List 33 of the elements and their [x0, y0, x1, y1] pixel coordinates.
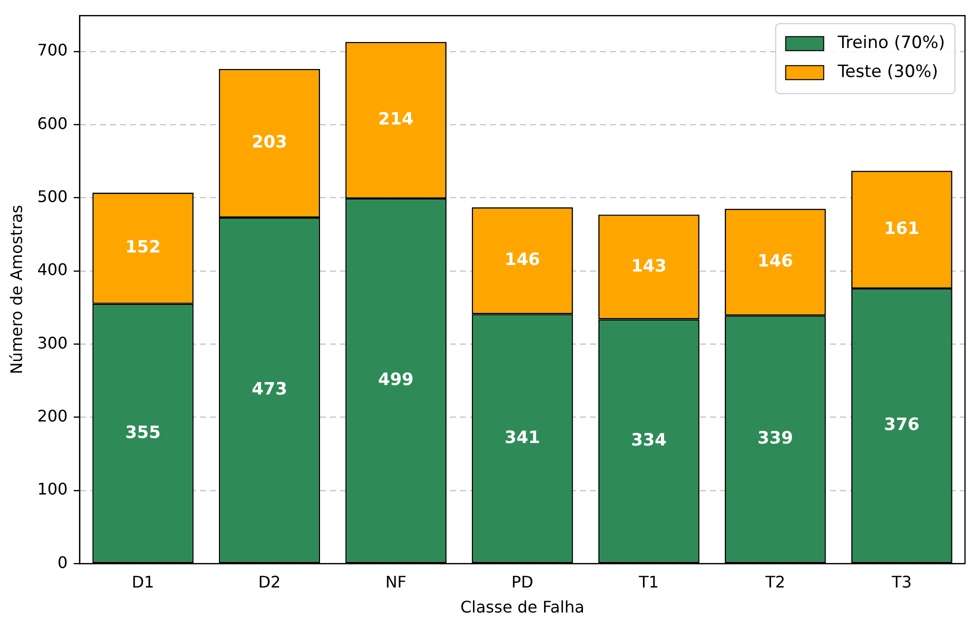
y-tick-label: 700 — [37, 40, 68, 60]
x-tick-label: PD — [511, 572, 534, 592]
data-label: 339 — [758, 428, 794, 449]
y-tick-label: 0 — [58, 552, 68, 572]
data-label: 499 — [378, 370, 414, 390]
x-axis-title: Classe de Falha — [460, 598, 584, 617]
y-tick-label: 500 — [37, 186, 68, 206]
y-tick-label: 100 — [37, 480, 68, 499]
y-axis-title: Número de Amostras — [6, 204, 26, 374]
x-tick-label: T1 — [638, 572, 659, 592]
y-tick-label: 200 — [37, 406, 68, 426]
data-label: 161 — [884, 219, 920, 240]
legend-label: Treino (70%) — [836, 33, 945, 54]
y-tick-label: 300 — [37, 333, 68, 352]
data-label: 341 — [504, 428, 540, 448]
data-label: 214 — [378, 110, 414, 130]
data-label: 152 — [125, 238, 161, 258]
x-tick-label: D1 — [132, 572, 154, 592]
x-tick-label: NF — [385, 572, 406, 592]
data-label: 334 — [631, 430, 667, 451]
x-tick-label: D2 — [258, 572, 281, 592]
y-tick-label: 600 — [37, 114, 68, 133]
data-label: 473 — [252, 380, 288, 400]
x-tick-label: T2 — [764, 572, 786, 592]
legend-label: Teste (30%) — [836, 62, 938, 82]
y-tick-label: 400 — [37, 260, 68, 280]
x-tick-label: T3 — [890, 572, 912, 592]
data-label: 355 — [125, 422, 161, 443]
data-label: 146 — [504, 250, 540, 270]
data-label: 146 — [758, 252, 794, 272]
data-label: 203 — [252, 132, 288, 153]
data-label: 376 — [884, 415, 920, 436]
data-label: 143 — [631, 256, 667, 276]
